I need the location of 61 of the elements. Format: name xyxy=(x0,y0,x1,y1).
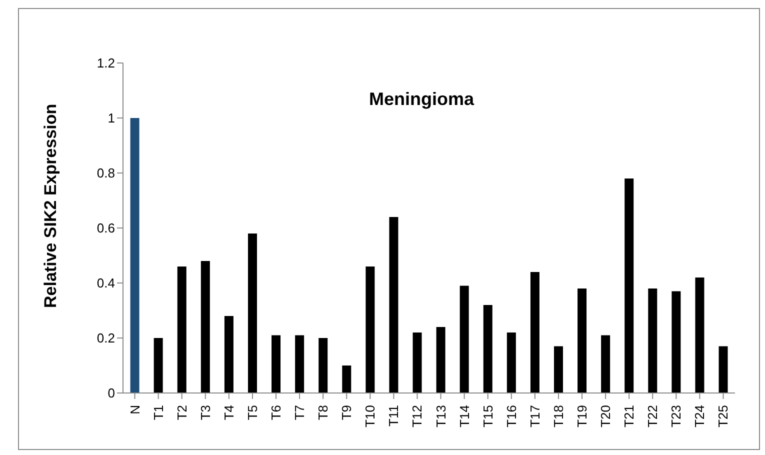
bar xyxy=(342,366,352,393)
x-tick-label: T18 xyxy=(550,405,566,428)
text: Meningioma xyxy=(369,89,474,110)
x-tick-label: T4 xyxy=(221,405,236,420)
x-tick-label: T22 xyxy=(645,405,660,428)
x-tick-label: T10 xyxy=(362,405,378,428)
x-tick-label: T2 xyxy=(174,405,190,420)
bar xyxy=(177,266,186,393)
y-axis-title: Relative SIK2 Expression xyxy=(41,104,60,308)
bar xyxy=(554,346,563,393)
x-tick-label: T5 xyxy=(244,405,260,420)
bar xyxy=(460,286,469,393)
x-tick-label: T7 xyxy=(292,405,308,420)
bar xyxy=(436,327,446,393)
x-tick-label: T11 xyxy=(386,405,402,426)
bar xyxy=(318,338,328,393)
x-tick-label: T23 xyxy=(668,405,684,428)
bar xyxy=(412,332,422,393)
y-tick-label: 0.6 xyxy=(96,220,115,236)
y-tick-label: 0.8 xyxy=(96,166,115,181)
y-tick-label: 0 xyxy=(108,386,115,401)
y-tick-label: 1 xyxy=(108,110,115,126)
bar xyxy=(718,346,728,393)
x-tick-label: T6 xyxy=(268,405,284,420)
x-tick-label: T17 xyxy=(527,405,542,428)
x-tick-label: T15 xyxy=(480,405,496,428)
x-tick-label: T19 xyxy=(574,405,590,428)
bar xyxy=(272,335,281,393)
x-tick-label: T3 xyxy=(198,405,213,420)
bar xyxy=(578,288,587,393)
x-tick-label: T9 xyxy=(339,405,354,420)
x-tick-label: T24 xyxy=(692,405,708,428)
x-tick-label: T25 xyxy=(716,405,731,428)
bar xyxy=(695,278,704,393)
x-tick-label: T13 xyxy=(433,405,448,428)
bar xyxy=(601,335,610,393)
bar xyxy=(672,291,681,393)
bar xyxy=(200,261,210,393)
bar xyxy=(248,234,257,393)
bar xyxy=(506,332,516,393)
bar xyxy=(295,335,304,393)
x-tick-label: T16 xyxy=(504,405,519,428)
bar xyxy=(648,288,658,393)
x-tick-label: T20 xyxy=(598,405,614,428)
bar xyxy=(483,305,492,393)
bar xyxy=(366,266,375,393)
bar xyxy=(154,338,163,393)
x-tick-label: T14 xyxy=(456,405,472,428)
x-tick-label: T1 xyxy=(150,405,166,420)
bar xyxy=(624,178,634,393)
x-tick-label: T8 xyxy=(316,405,331,420)
bar xyxy=(130,118,140,393)
y-tick-label: 1.2 xyxy=(96,56,115,71)
x-tick-label: T12 xyxy=(410,405,425,428)
y-tick-label: 0.4 xyxy=(96,276,115,291)
y-tick-label: 0.2 xyxy=(96,330,115,346)
bar xyxy=(389,217,398,393)
bar xyxy=(224,316,234,393)
x-tick-label: N xyxy=(127,405,142,414)
x-tick-label: T21 xyxy=(622,405,637,428)
bar xyxy=(530,272,540,393)
